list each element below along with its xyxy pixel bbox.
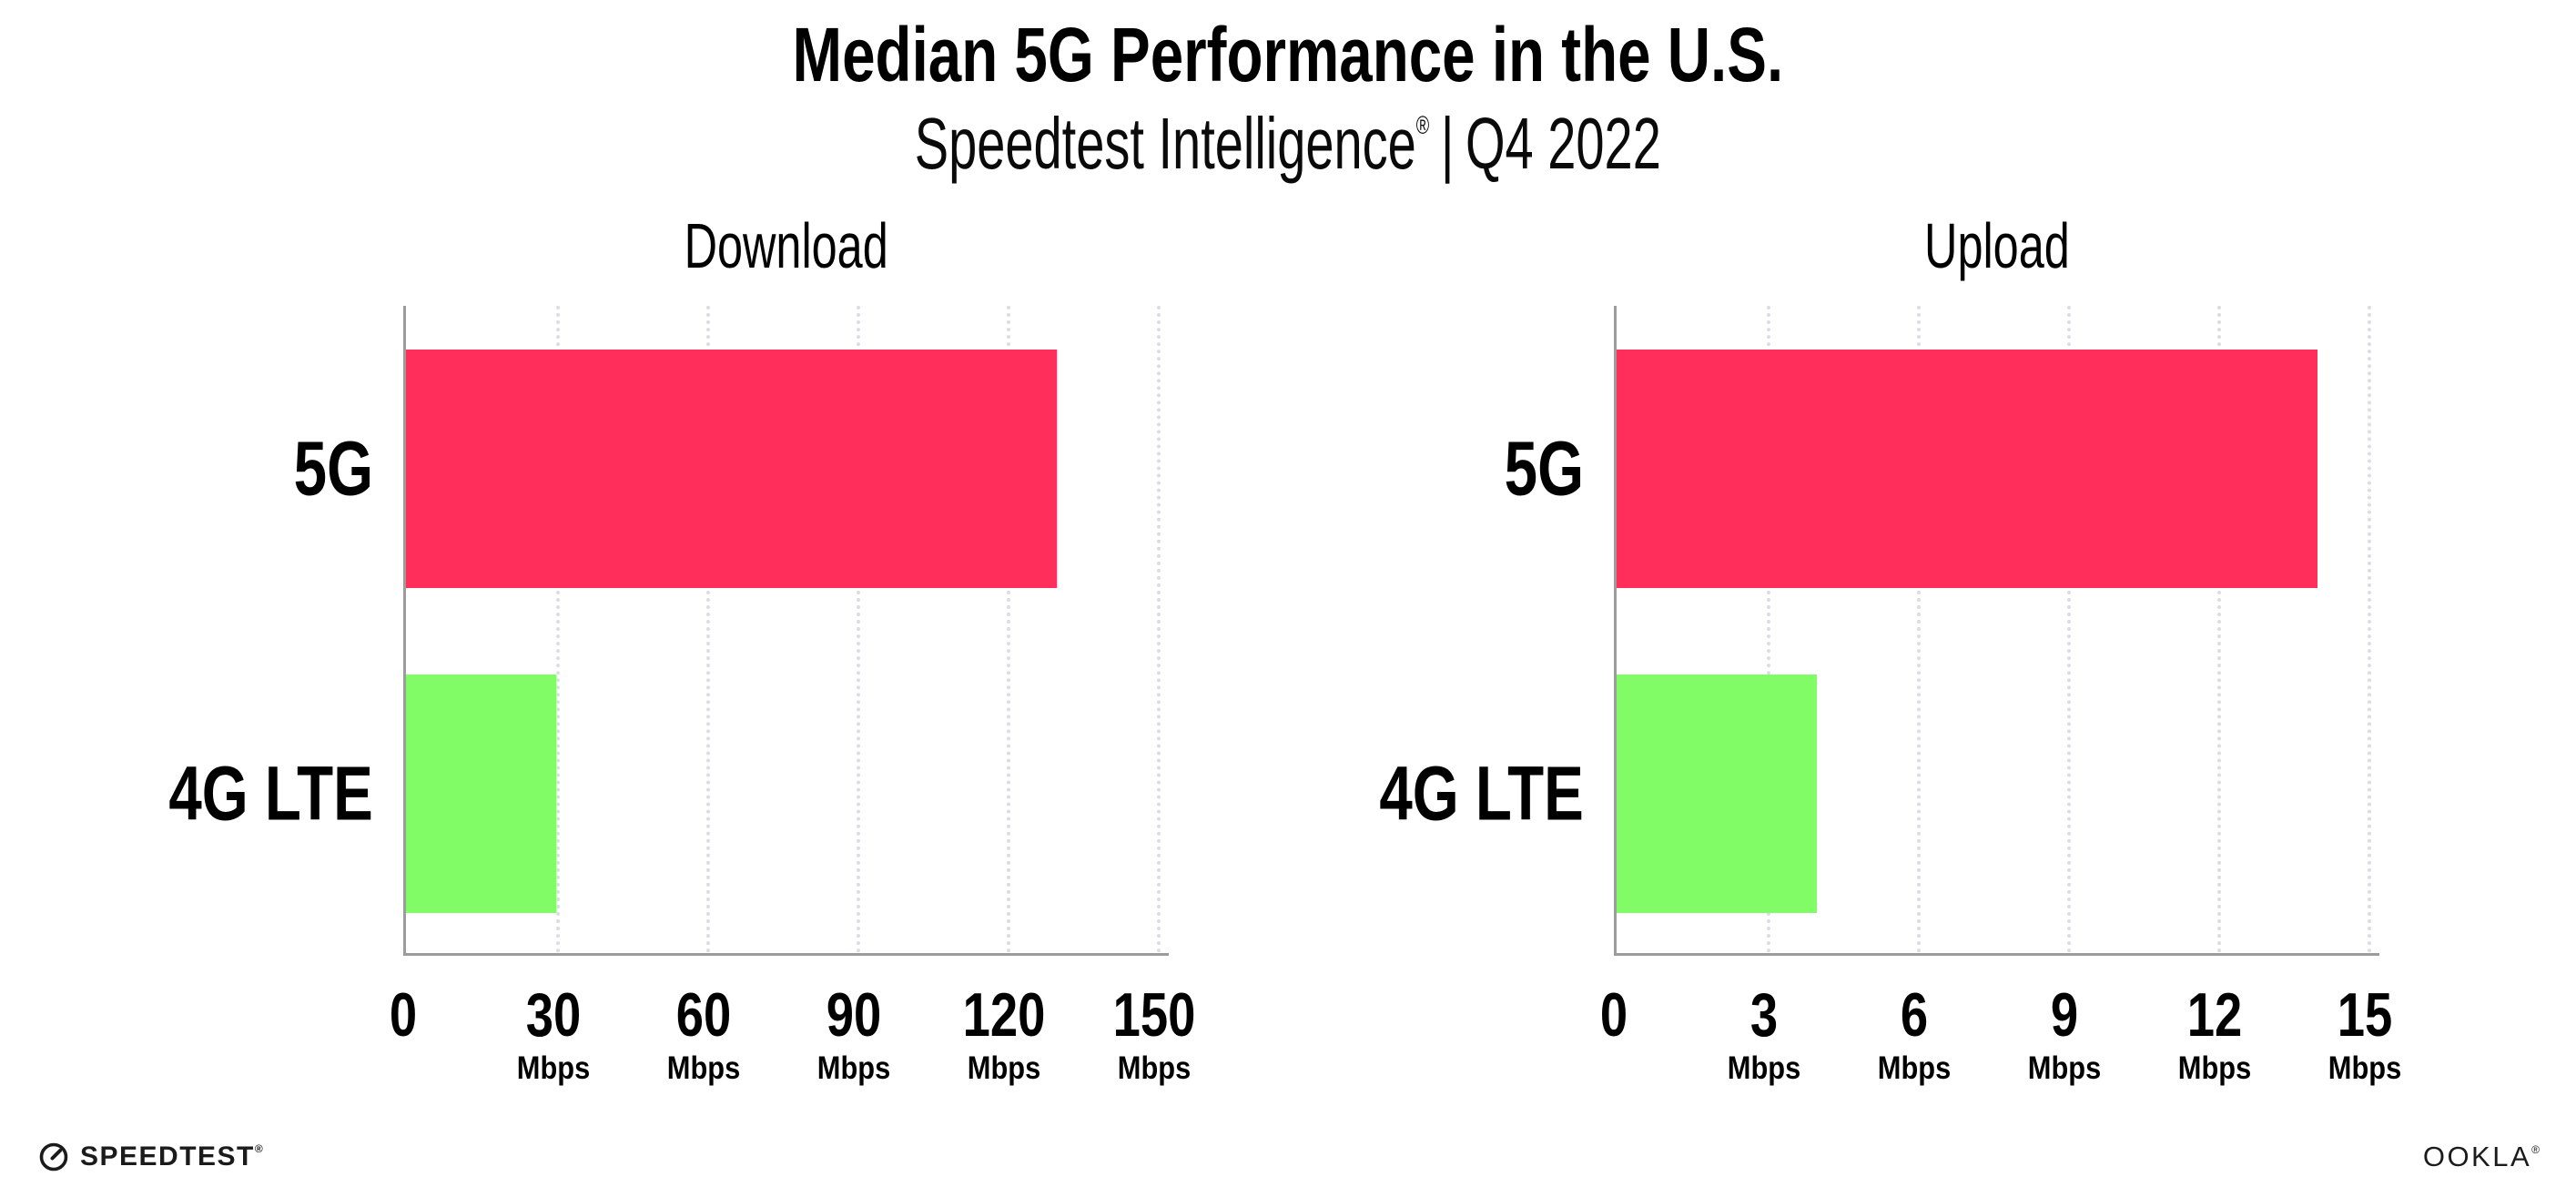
page-title: Median 5G Performance in the U.S. bbox=[0, 11, 2576, 99]
x-tick-120: 120 Mbps bbox=[952, 980, 1055, 1087]
x-tick-60: 60 Mbps bbox=[662, 980, 745, 1087]
download-chart-panel: Download 5G 4G LTE 0 30 Mbps 60 Mbps 90 Mbps 120… bbox=[169, 209, 1195, 1105]
x-tick-unit: Mbps bbox=[2027, 1050, 2101, 1086]
x-tick-15: 15 Mbps bbox=[2323, 980, 2406, 1087]
download-chart-title: Download bbox=[684, 210, 888, 281]
subtitle-brand: Speedtest Intelligence bbox=[914, 103, 1417, 184]
x-tick-value: 30 bbox=[525, 980, 582, 1050]
x-tick-value: 9 bbox=[2050, 980, 2078, 1050]
category-label-5g: 5G bbox=[293, 425, 373, 511]
x-tick-value: 150 bbox=[1112, 980, 1195, 1050]
bar-4g-lte bbox=[406, 675, 556, 913]
ookla-wordmark: OOKLA® bbox=[2422, 1141, 2540, 1172]
x-tick-value: 15 bbox=[2337, 980, 2392, 1050]
subtitle-period: Q4 2022 bbox=[1465, 103, 1662, 184]
vertical-gridline-30 bbox=[555, 306, 560, 953]
x-tick-value: 120 bbox=[962, 980, 1045, 1050]
x-tick-value: 6 bbox=[1900, 980, 1928, 1050]
upload-plot-area: 5G 4G LTE bbox=[1380, 306, 2379, 956]
x-tick-value: 90 bbox=[826, 980, 881, 1050]
x-tick-6: 6 Mbps bbox=[1872, 980, 1955, 1087]
x-tick-unit: Mbps bbox=[516, 1050, 591, 1086]
x-tick-unit: Mbps bbox=[2328, 1050, 2401, 1086]
page-title-text: Median 5G Performance in the U.S. bbox=[792, 12, 1784, 97]
vertical-gridline-9 bbox=[2066, 306, 2071, 953]
x-tick-150: 150 Mbps bbox=[1102, 980, 1205, 1087]
download-plot-area: 5G 4G LTE bbox=[169, 306, 1169, 956]
upload-chart-panel: Upload 5G 4G LTE 0 3 Mbps 6 Mbps 9 Mbps 12 Mbps 15… bbox=[1380, 209, 2401, 1105]
download-x-axis: 0 30 Mbps 60 Mbps 90 Mbps 120 Mbps 150 Mbps bbox=[390, 980, 1195, 1105]
x-tick-90: 90 Mbps bbox=[812, 980, 895, 1087]
vertical-gridline-150 bbox=[1156, 306, 1161, 953]
vertical-gridline-15 bbox=[2367, 306, 2371, 953]
category-label-4g-lte: 4G LTE bbox=[1379, 750, 1584, 836]
ookla-logo: OOKLA® bbox=[2423, 1141, 2540, 1173]
x-tick-value: 12 bbox=[2186, 980, 2242, 1050]
registered-trademark-icon: ® bbox=[1416, 111, 1430, 139]
page-subtitle-text: Speedtest Intelligence® | Q4 2022 bbox=[915, 102, 1661, 186]
x-tick-unit: Mbps bbox=[1117, 1050, 1191, 1086]
subtitle-divider: | bbox=[1441, 103, 1455, 184]
upload-chart-title: Upload bbox=[1923, 210, 2070, 281]
vertical-gridline-90 bbox=[856, 306, 860, 953]
x-tick-unit: Mbps bbox=[2177, 1050, 2251, 1086]
x-tick-3: 3 Mbps bbox=[1722, 980, 1805, 1087]
registered-trademark-icon: ® bbox=[254, 1142, 263, 1155]
footer: SPEEDTEST® OOKLA® bbox=[38, 1129, 2540, 1185]
x-tick-unit: Mbps bbox=[1727, 1050, 1801, 1086]
vertical-gridline-3 bbox=[1766, 306, 1770, 953]
category-label-5g: 5G bbox=[1504, 425, 1584, 511]
vertical-gridline-12 bbox=[2216, 306, 2221, 953]
speedtest-wordmark: SPEEDTEST® bbox=[80, 1141, 263, 1172]
x-tick-unit: Mbps bbox=[666, 1050, 741, 1086]
x-tick-30: 30 Mbps bbox=[512, 980, 594, 1087]
x-tick-12: 12 Mbps bbox=[2173, 980, 2256, 1087]
speedtest-logo: SPEEDTEST® bbox=[38, 1141, 263, 1172]
vertical-gridline-120 bbox=[1006, 306, 1010, 953]
x-tick-0: 0 bbox=[386, 980, 421, 1050]
x-tick-value: 3 bbox=[1749, 980, 1779, 1050]
registered-trademark-icon: ® bbox=[2531, 1143, 2540, 1156]
bar-5g bbox=[406, 350, 1057, 588]
upload-x-axis: 0 3 Mbps 6 Mbps 9 Mbps 12 Mbps 15 Mbps bbox=[1600, 980, 2401, 1105]
x-tick-value: 0 bbox=[389, 980, 418, 1050]
speedtest-gauge-icon bbox=[39, 1142, 68, 1172]
vertical-gridline-60 bbox=[705, 306, 710, 953]
bar-4g-lte bbox=[1617, 675, 1817, 913]
page-subtitle: Speedtest Intelligence® | Q4 2022 bbox=[0, 102, 2576, 186]
x-tick-value: 0 bbox=[1599, 980, 1628, 1050]
x-tick-value: 60 bbox=[675, 980, 732, 1050]
x-tick-0: 0 bbox=[1597, 980, 1631, 1050]
x-tick-unit: Mbps bbox=[816, 1050, 890, 1086]
x-tick-unit: Mbps bbox=[967, 1050, 1040, 1086]
category-label-4g-lte: 4G LTE bbox=[168, 750, 373, 836]
x-tick-9: 9 Mbps bbox=[2023, 980, 2105, 1087]
vertical-gridline-6 bbox=[1916, 306, 1921, 953]
bar-5g bbox=[1617, 350, 2317, 588]
x-tick-unit: Mbps bbox=[1877, 1050, 1952, 1086]
